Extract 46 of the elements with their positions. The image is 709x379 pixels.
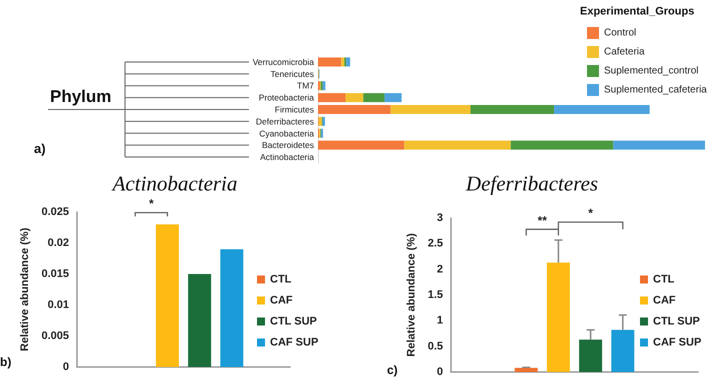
y-tick-label: TM7 <box>297 80 314 91</box>
y-tick-label: 2 <box>436 263 443 276</box>
chart-title: Actinobacteria <box>110 172 238 196</box>
y-tick-label: Tenericutes <box>270 68 314 79</box>
y-tick-label: Bacteroidetes <box>262 140 314 150</box>
legend-label: CAF SUP <box>270 336 318 348</box>
y-tick-label: 3 <box>436 212 443 224</box>
y-tick-label: Actinobacteria <box>260 152 314 162</box>
y-tick-label: Firmicutes <box>274 104 314 114</box>
y-tick-label: 0.015 <box>41 268 69 280</box>
legend-title: Experimental_Groups <box>580 6 694 18</box>
y-tick-label: 0 <box>436 366 443 378</box>
y-tick-label: 0.02 <box>48 237 69 249</box>
legend-label: CTL SUP <box>653 316 700 328</box>
text: * <box>148 196 154 211</box>
y-tick-label: Deferribacteres <box>256 116 314 126</box>
legend-label: CTL <box>270 274 292 286</box>
y-tick-label: Proteobacteria <box>258 92 314 103</box>
text: b) <box>0 355 12 369</box>
y-tick-label: 0.5 <box>428 340 443 352</box>
legend-label: CAF SUP <box>653 336 702 348</box>
y-tick-label: 0.025 <box>41 206 69 218</box>
legend-label: Suplemented_cafeteria <box>604 84 708 96</box>
legend-label: Control <box>604 28 636 38</box>
y-tick-label: 2.5 <box>428 238 443 250</box>
y-axis-title: Relative abundance (%) <box>405 232 418 357</box>
legend-label: CAF <box>270 294 293 306</box>
chart-title: Deferribacteres <box>464 172 598 196</box>
legend-label: Suplemented_control <box>604 66 699 76</box>
text: c) <box>387 363 398 377</box>
annotation: ** <box>538 213 548 228</box>
text: Phylum <box>50 87 112 106</box>
y-tick-label: 1 <box>436 314 443 327</box>
legend-label: CTL <box>653 274 675 286</box>
annotation: * <box>588 206 594 220</box>
y-tick-label: 0 <box>62 361 69 373</box>
legend-label: Cafeteria <box>604 46 646 58</box>
text: a) <box>34 141 46 156</box>
y-tick-label: 0.005 <box>41 330 69 342</box>
y-tick-label: Cyanobacteria <box>259 128 314 138</box>
y-tick-label: 1.5 <box>428 289 443 301</box>
legend-label: CAF <box>653 294 676 306</box>
legend-label: CTL SUP <box>270 316 317 328</box>
y-tick-label: Verrucomicrobia <box>252 56 314 67</box>
y-axis-title: Relative abundance (%) <box>19 227 32 352</box>
y-tick-label: 0.01 <box>48 299 69 311</box>
